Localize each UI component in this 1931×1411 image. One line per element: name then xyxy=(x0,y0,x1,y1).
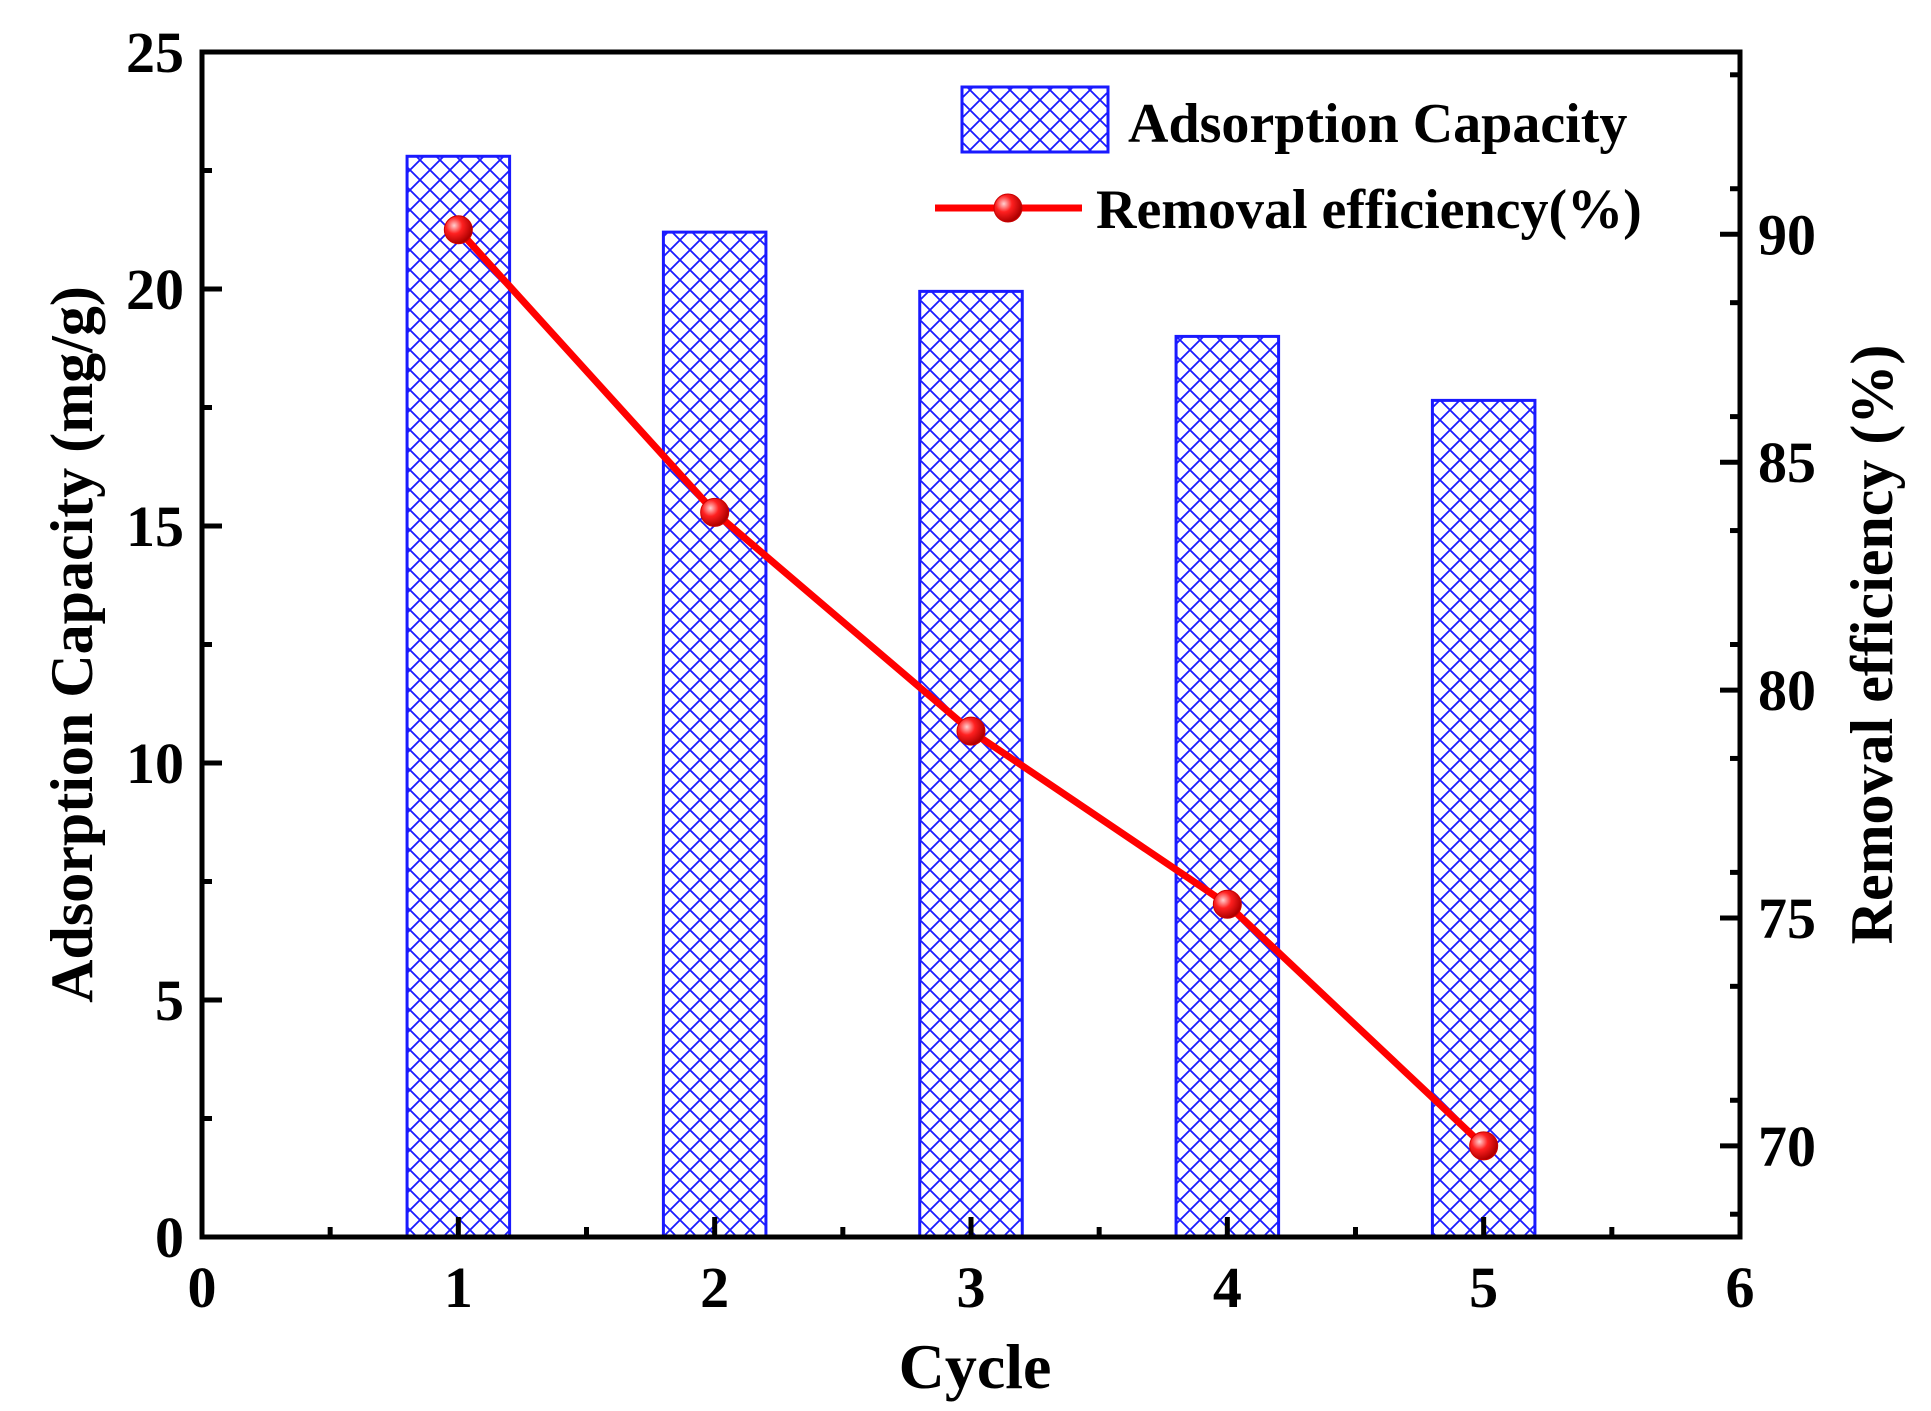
efficiency-point-cycle-4 xyxy=(1212,889,1242,919)
x-tick-label: 6 xyxy=(1726,1255,1755,1320)
legend-swatch-adsorption xyxy=(960,85,1110,154)
y2-tick-label: 80 xyxy=(1758,658,1816,723)
y2-tick-label: 90 xyxy=(1758,202,1816,267)
y-tick-label: 5 xyxy=(155,968,184,1033)
bar-cycle-2 xyxy=(661,230,768,1239)
efficiency-point-cycle-5 xyxy=(1469,1131,1499,1161)
x-tick-label: 5 xyxy=(1469,1255,1498,1320)
x-tick-label: 3 xyxy=(957,1255,986,1320)
legend-swatch-efficiency-marker xyxy=(993,193,1023,223)
y-axis-title: Adsorption Capacity (mg/g) xyxy=(39,286,105,1003)
y-tick-label: 10 xyxy=(126,731,184,796)
y2-tick-label: 75 xyxy=(1758,886,1816,951)
x-tick-label: 0 xyxy=(188,1255,217,1320)
y2-axis-title: Removal efficiency (%) xyxy=(1839,345,1905,945)
legend-label-efficiency: Removal efficiency(%) xyxy=(1096,179,1642,241)
bar-cycle-4 xyxy=(1174,334,1281,1239)
x-tick-label: 1 xyxy=(444,1255,473,1320)
efficiency-point-cycle-3 xyxy=(956,716,986,746)
efficiency-point-cycle-2 xyxy=(700,497,730,527)
y2-tick-label: 85 xyxy=(1758,430,1816,495)
y-tick-label: 15 xyxy=(126,494,184,559)
y2-tick-label: 70 xyxy=(1758,1114,1816,1179)
y-tick-label: 20 xyxy=(126,257,184,322)
bar-cycle-1 xyxy=(405,154,512,1239)
x-tick-label: 2 xyxy=(700,1255,729,1320)
y-tick-label: 25 xyxy=(126,20,184,85)
legend-label-adsorption: Adsorption Capacity xyxy=(1128,93,1627,155)
y-tick-label: 0 xyxy=(155,1205,184,1270)
bar-cycle-3 xyxy=(918,289,1024,1239)
efficiency-point-cycle-1 xyxy=(443,215,473,245)
x-axis-title: Cycle xyxy=(899,1331,1052,1402)
x-tick-label: 4 xyxy=(1213,1255,1242,1320)
bar-cycle-5 xyxy=(1430,398,1537,1239)
